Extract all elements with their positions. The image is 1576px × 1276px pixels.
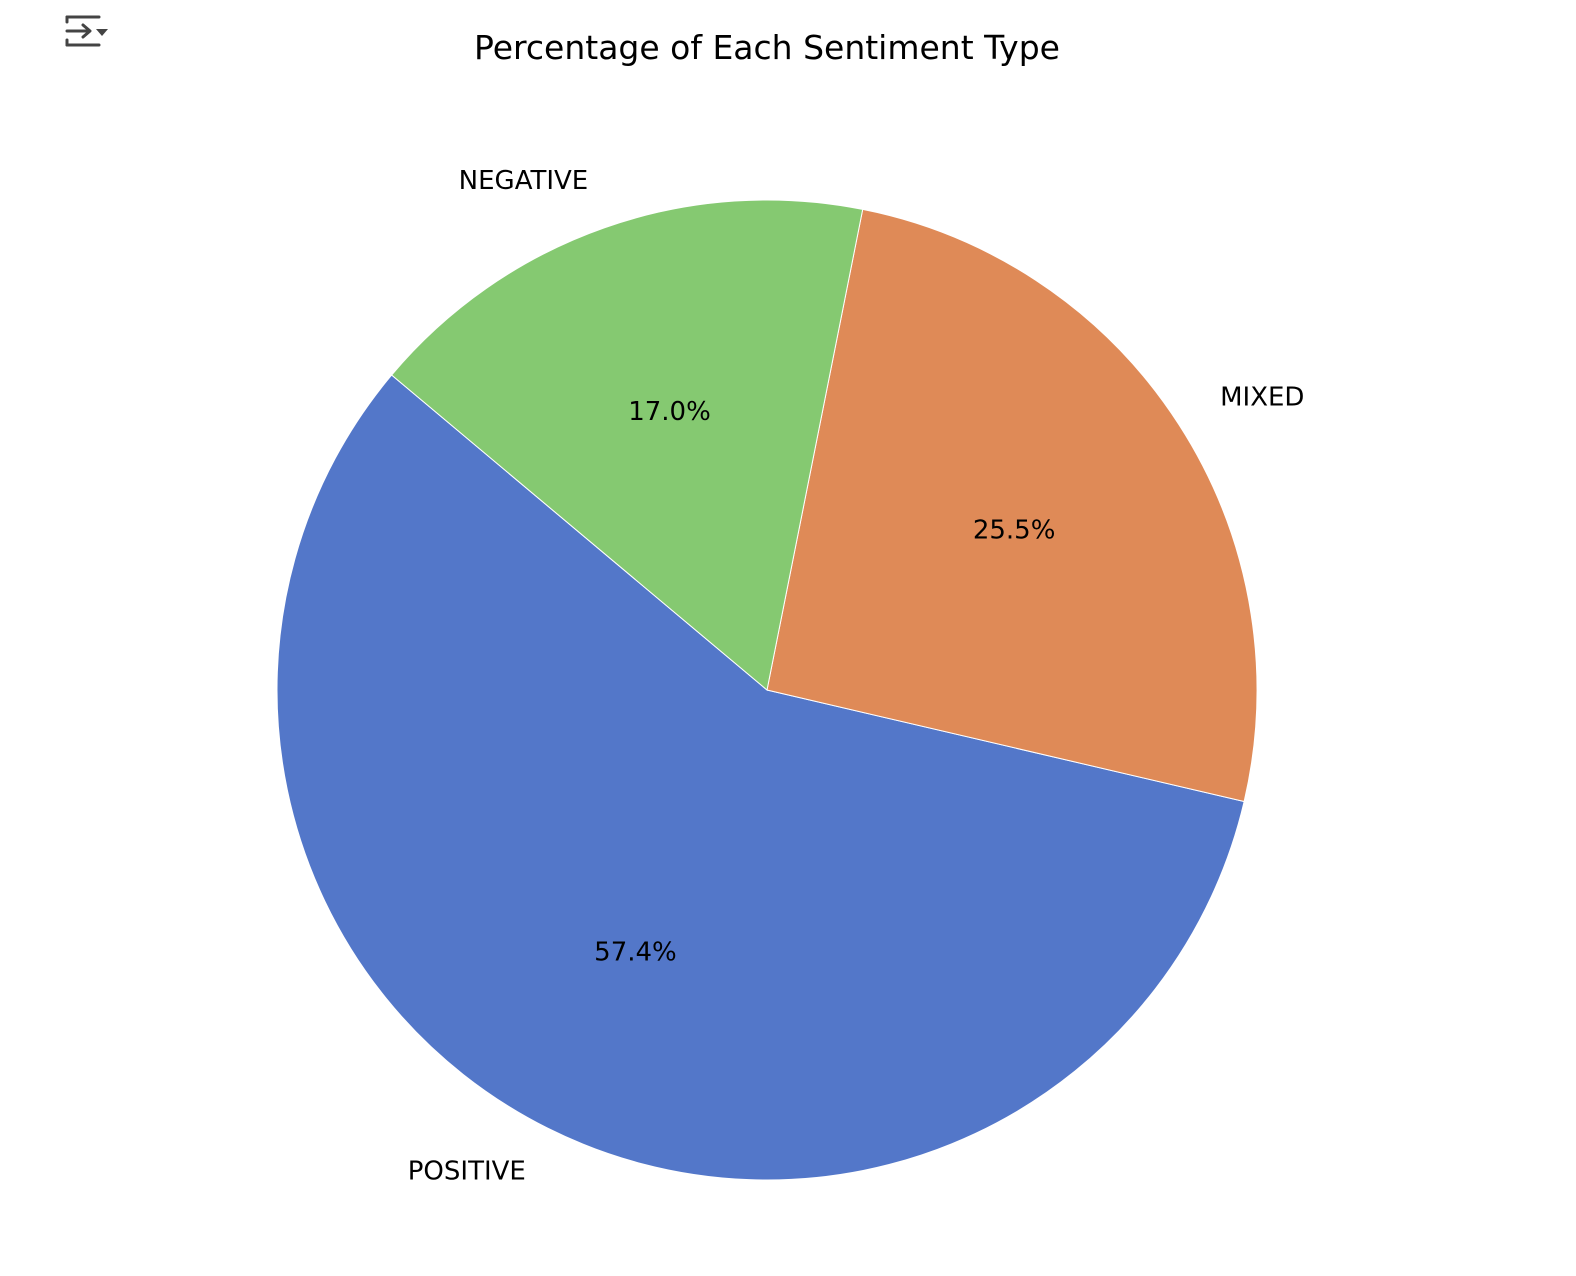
chart-title: Percentage of Each Sentiment Type [474,28,1060,67]
collapse-output-button[interactable] [60,10,112,54]
pie-slice-positive [276,374,1245,1181]
collapse-output-icon [63,12,109,52]
slice-percent-positive: 57.4% [594,937,677,967]
slice-label-negative: NEGATIVE [459,166,589,196]
slice-label-mixed: MIXED [1220,383,1304,413]
slice-label-positive: POSITIVE [408,1157,526,1187]
pie-slice-mixed [766,208,1258,803]
slice-percent-mixed: 25.5% [973,515,1056,545]
pie-slices [276,199,1258,1181]
pie-labels: POSITIVE 57.4% MIXED 25.5% NEGATIVE 17.0% [408,166,1305,1187]
slice-percent-negative: 17.0% [628,397,711,427]
pie-slice-negative [390,199,864,691]
